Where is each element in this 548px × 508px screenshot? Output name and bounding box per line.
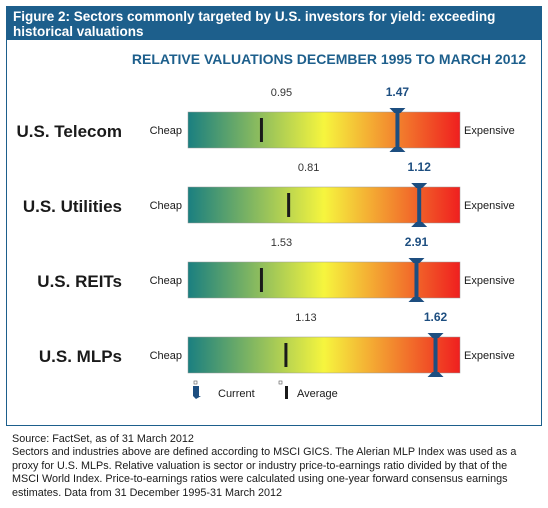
expensive-label: Expensive	[464, 125, 515, 137]
valuation-chart: U.S. Telecom Cheap Expensive 0.95 1.47 U.S. U…	[0, 0, 548, 430]
cheap-label: Cheap	[150, 125, 182, 137]
sector-label: U.S. REITs	[37, 272, 122, 291]
footer: Source: FactSet, as of 31 March 2012 Sec…	[12, 433, 537, 500]
average-legend-icon	[279, 381, 288, 399]
average-value-label: 0.81	[298, 162, 319, 174]
sector-label: U.S. MLPs	[39, 347, 122, 366]
expensive-label: Expensive	[464, 275, 515, 287]
cheap-label: Cheap	[150, 350, 182, 362]
valuation-bar	[188, 112, 460, 148]
sector-label: U.S. Utilities	[23, 197, 122, 216]
legend-average-label: Average	[297, 388, 338, 400]
sector-row: U.S. REITs Cheap Expensive 1.53 2.91	[37, 235, 514, 302]
expensive-label: Expensive	[464, 200, 515, 212]
current-value-label: 1.62	[424, 310, 448, 324]
methodology-note: Sectors and industries above are defined…	[12, 446, 537, 500]
cheap-label: Cheap	[150, 200, 182, 212]
current-legend-icon	[193, 381, 201, 399]
expensive-label: Expensive	[464, 350, 515, 362]
cheap-label: Cheap	[150, 275, 182, 287]
sector-row: U.S. MLPs Cheap Expensive 1.13 1.62	[39, 310, 515, 377]
current-value-label: 2.91	[405, 235, 429, 249]
sector-label: U.S. Telecom	[17, 122, 123, 141]
valuation-bar	[188, 262, 460, 298]
legend-current-label: Current	[218, 388, 255, 400]
current-value-label: 1.12	[408, 160, 432, 174]
valuation-bar	[188, 337, 460, 373]
average-value-label: 0.95	[271, 87, 292, 99]
average-value-label: 1.13	[295, 312, 316, 324]
sector-row: U.S. Utilities Cheap Expensive 0.81 1.12	[23, 160, 515, 227]
current-value-label: 1.47	[386, 85, 410, 99]
average-value-label: 1.53	[271, 237, 292, 249]
sector-row: U.S. Telecom Cheap Expensive 0.95 1.47	[17, 85, 515, 152]
source-note: Source: FactSet, as of 31 March 2012	[12, 433, 537, 446]
legend: Current Average	[193, 381, 338, 400]
